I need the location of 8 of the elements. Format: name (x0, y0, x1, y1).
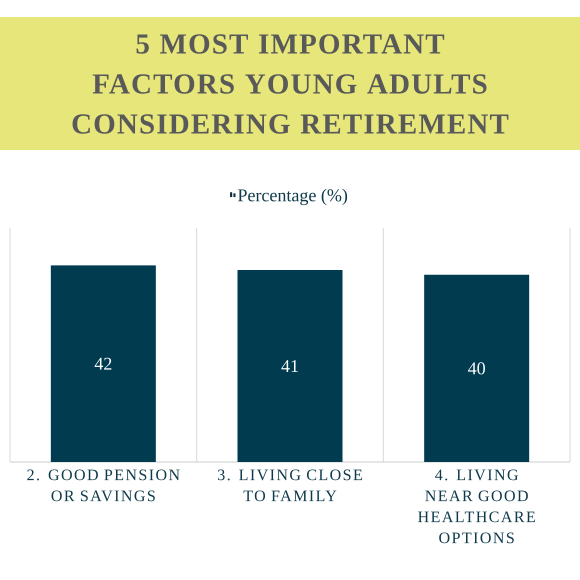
chart-title: 5 MOST IMPORTANT FACTORS YOUNG ADULTS CONSIDERING RETIREMENT (72, 34, 508, 134)
data-label: 40 (468, 362, 485, 374)
x-tick-label: 4. LIVING NEAR GOOD HEALTHCARE OPTIONS (418, 470, 535, 544)
data-label: 42 (94, 358, 112, 370)
x-tick-label: 2. GOOD PENSION OR SAVINGS (27, 470, 180, 502)
x-tick-label: 3. LIVING CLOSE TO FAMILY (218, 470, 362, 502)
data-label: 41 (281, 360, 298, 372)
text: Percentage (%) (238, 188, 348, 206)
